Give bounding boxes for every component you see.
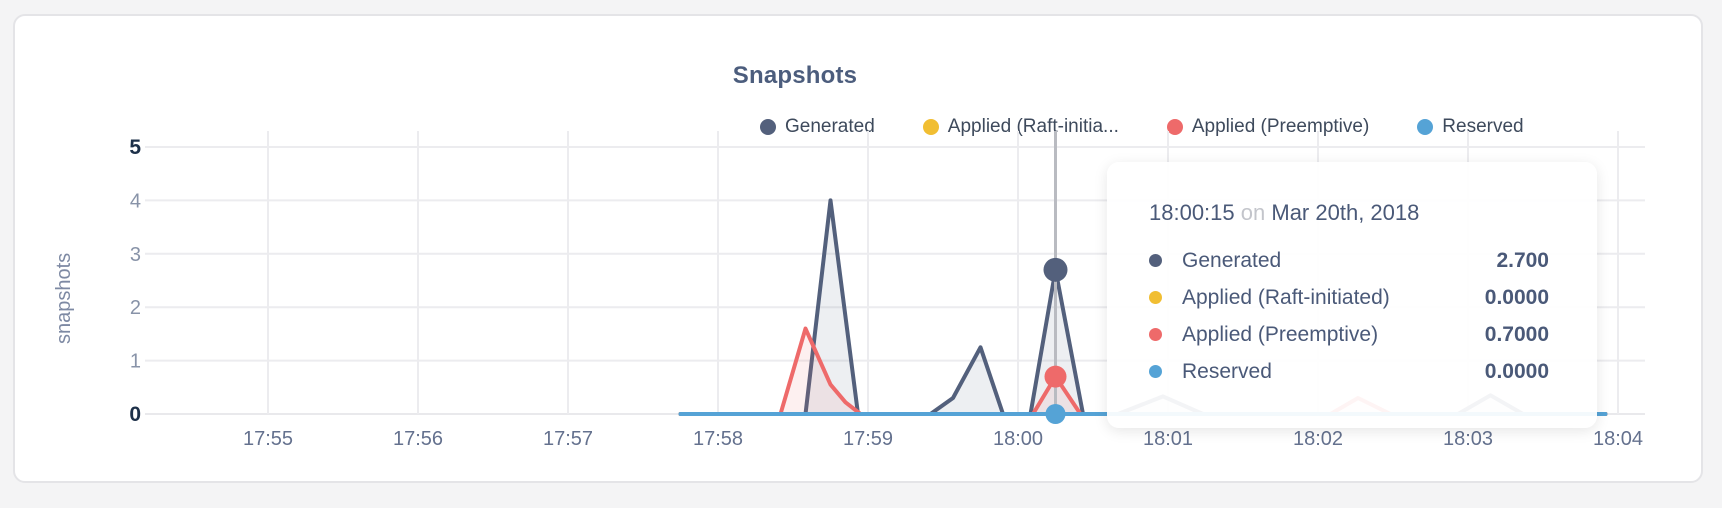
tooltip-row-generated: Generated 2.700 bbox=[1149, 242, 1549, 279]
hover-marker bbox=[1043, 257, 1068, 282]
legend-label: Reserved bbox=[1442, 116, 1524, 137]
preemptive-series-dot-icon bbox=[1166, 119, 1183, 135]
generated-series-dot-icon bbox=[1149, 254, 1162, 267]
hover-marker bbox=[1044, 365, 1067, 388]
x-tick-label: 17:58 bbox=[693, 428, 743, 450]
legend-label: Applied (Preemptive) bbox=[1191, 116, 1370, 137]
x-tick-label: 17:57 bbox=[543, 428, 593, 450]
tooltip-separator: on bbox=[1240, 200, 1266, 225]
y-tick-label: 4 bbox=[130, 190, 141, 212]
x-tick-label: 18:02 bbox=[1293, 428, 1343, 450]
tooltip-date: Mar 20th, 2018 bbox=[1271, 200, 1420, 225]
chart-hover-tooltip: 18:00:15 on Mar 20th, 2018 Generated 2.7… bbox=[1107, 162, 1597, 428]
x-tick-label: 17:59 bbox=[843, 428, 893, 450]
tooltip-time: 18:00:15 bbox=[1149, 200, 1235, 225]
reserved-series-dot-icon bbox=[1149, 365, 1162, 378]
tooltip-row-raft-initiated: Applied (Raft-initiated) 0.0000 bbox=[1149, 279, 1549, 316]
x-tick-label: 18:04 bbox=[1593, 428, 1643, 450]
raft-initiated-series-dot-icon bbox=[1149, 291, 1162, 304]
hover-marker bbox=[1045, 404, 1066, 424]
x-tick-label: 18:03 bbox=[1443, 428, 1493, 450]
tooltip-row-reserved: Reserved 0.0000 bbox=[1149, 353, 1549, 390]
y-tick-label: 3 bbox=[130, 244, 141, 266]
reserved-series-dot-icon bbox=[1417, 119, 1434, 135]
x-tick-label: 17:56 bbox=[393, 428, 443, 450]
legend-item-generated[interactable]: Generated bbox=[760, 116, 875, 138]
tooltip-row-preemptive: Applied (Preemptive) 0.7000 bbox=[1149, 316, 1549, 353]
x-tick-label: 17:55 bbox=[243, 428, 293, 450]
legend-item-preemptive[interactable]: Applied (Preemptive) bbox=[1166, 116, 1370, 138]
preemptive-series-dot-icon bbox=[1149, 328, 1162, 341]
legend-item-raft-initiated[interactable]: Applied (Raft-initia... bbox=[922, 116, 1119, 138]
y-tick-label: 5 bbox=[129, 136, 141, 159]
legend-label: Generated bbox=[785, 116, 875, 137]
chart-title: Snapshots bbox=[732, 62, 858, 89]
x-tick-label: 18:01 bbox=[1143, 428, 1193, 450]
legend-label: Applied (Raft-initia... bbox=[947, 116, 1119, 137]
x-tick-label: 18:00 bbox=[993, 428, 1043, 450]
legend-item-reserved[interactable]: Reserved bbox=[1417, 116, 1524, 138]
chart-legend: Generated Applied (Raft-initia... Applie… bbox=[760, 116, 1524, 138]
raft-initiated-series-dot-icon bbox=[922, 119, 939, 135]
y-tick-label: 2 bbox=[130, 297, 141, 319]
tooltip-header: 18:00:15 on Mar 20th, 2018 bbox=[1149, 200, 1549, 226]
y-tick-label: 0 bbox=[129, 403, 141, 426]
y-tick-label: 1 bbox=[130, 351, 141, 373]
generated-series-dot-icon bbox=[760, 119, 776, 135]
